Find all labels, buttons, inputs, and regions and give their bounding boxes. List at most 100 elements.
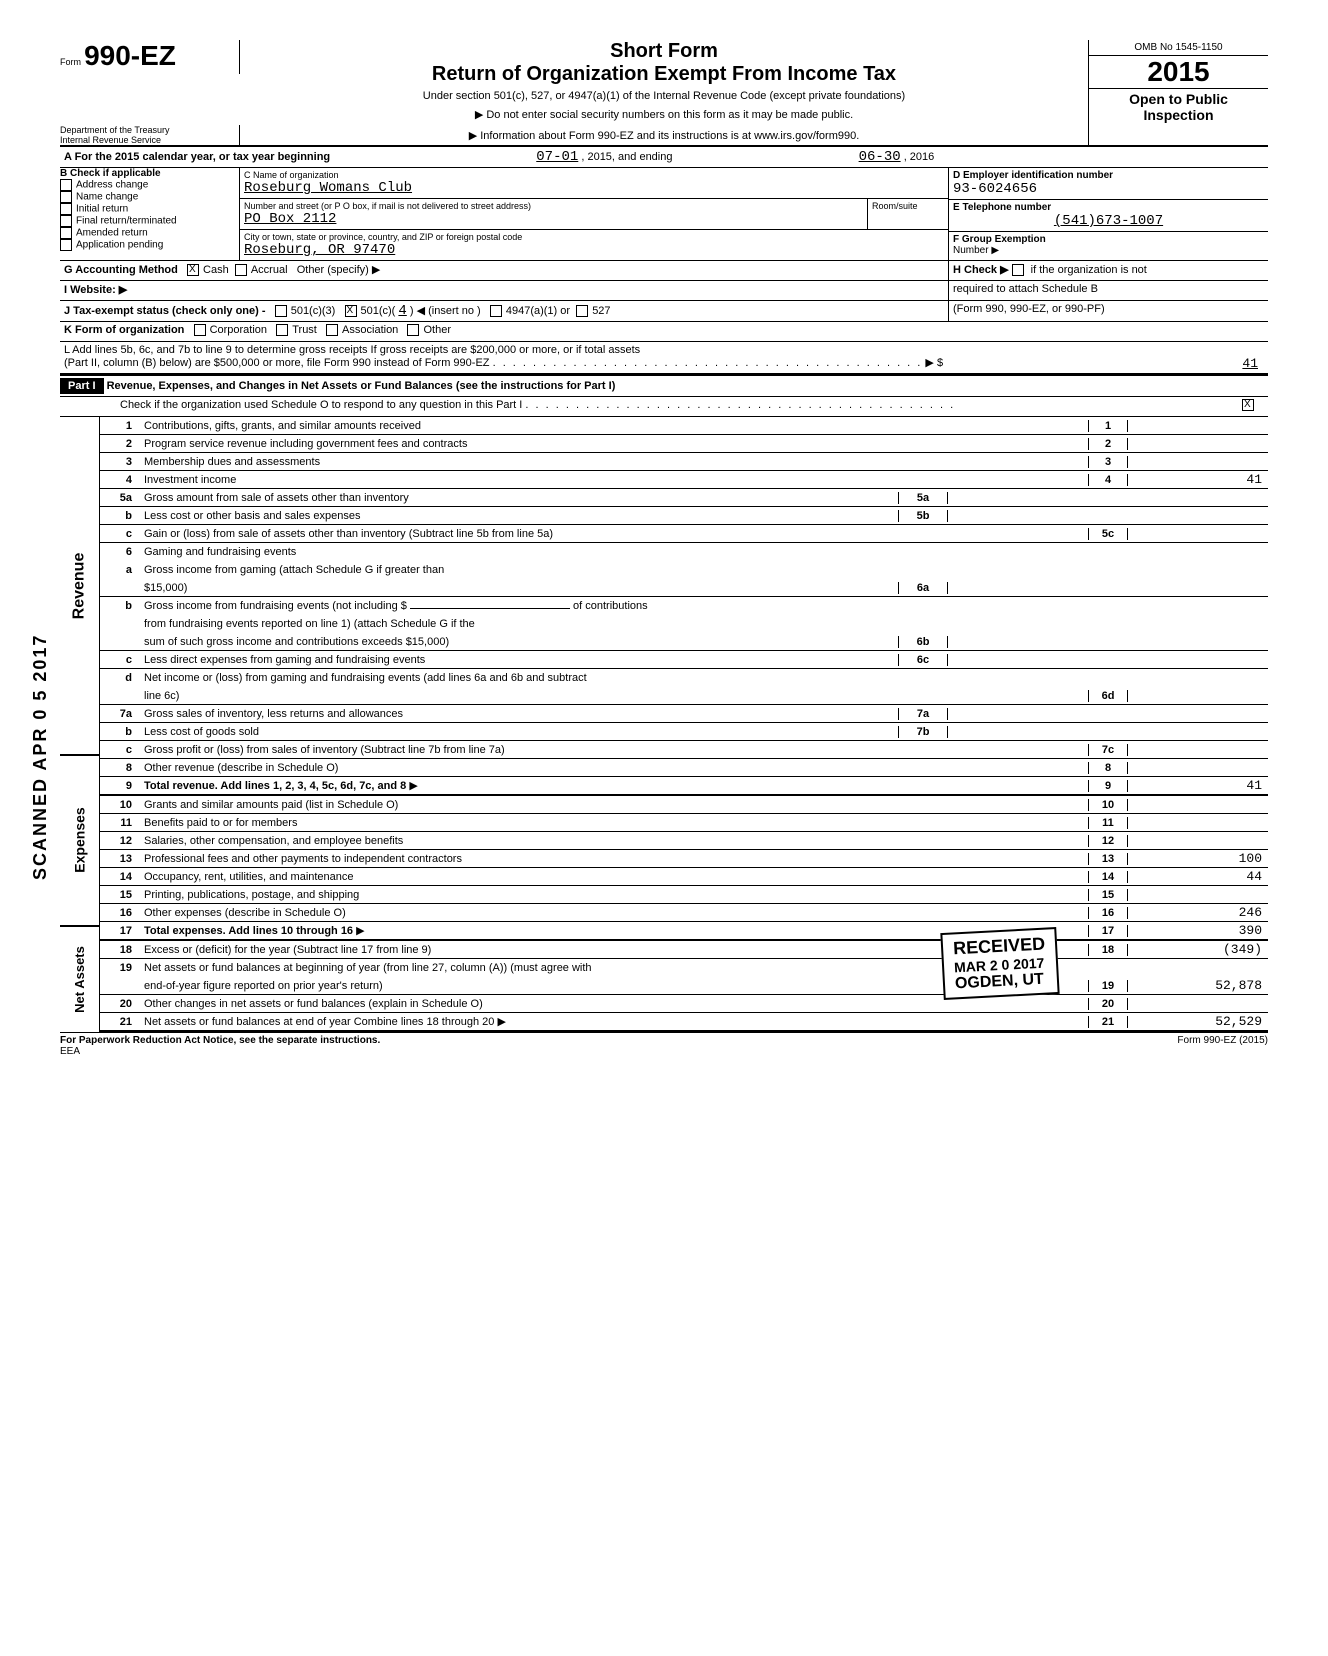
chk-application-pending[interactable] <box>60 239 72 251</box>
chk-final-return[interactable] <box>60 215 72 227</box>
title-arrow-1: Do not enter social security numbers on … <box>250 108 1078 121</box>
form-header: Form 990-EZ Short Form Return of Organiz… <box>60 40 1268 125</box>
k-content: K Form of organization Corporation Trust… <box>60 322 1268 341</box>
chk-527[interactable] <box>576 305 588 317</box>
form-number: 990-EZ <box>84 40 176 71</box>
chk-cash[interactable] <box>187 264 199 276</box>
ln6b-num: b <box>100 600 140 612</box>
chk-accrual[interactable] <box>235 264 247 276</box>
chk-schedule-o[interactable] <box>1242 399 1254 411</box>
chk-trust[interactable] <box>276 324 288 336</box>
line-6b-3: sum of such gross income and contributio… <box>100 633 1268 651</box>
open-public-2: Inspection <box>1143 107 1213 123</box>
ln18-desc: Excess or (deficit) for the year (Subtra… <box>144 944 431 956</box>
c-addr-label: Number and street (or P O box, if mail i… <box>244 201 863 211</box>
line-6a-2: $15,000) 6a <box>100 579 1268 597</box>
dept-row: Department of the Treasury Internal Reve… <box>60 125 1268 147</box>
ln6b-desc3: from fundraising events reported on line… <box>144 618 475 630</box>
title-short: Short Form <box>250 40 1078 63</box>
ln6b-sb: 6b <box>898 636 948 648</box>
ln5a-num: 5a <box>100 492 140 504</box>
h-txt3: (Form 990, 990-EZ, or 990-PF) <box>948 301 1268 321</box>
ln9-num: 9 <box>100 780 140 792</box>
received-stamp: RECEIVED MAR 2 0 2017 OGDEN, UT <box>940 927 1059 1000</box>
line-9: 9 Total revenue. Add lines 1, 2, 3, 4, 5… <box>100 777 1268 796</box>
line-20: 20 Other changes in net assets or fund b… <box>100 995 1268 1013</box>
a-label: A For the 2015 calendar year, or tax yea… <box>64 151 330 163</box>
chk-initial-return[interactable] <box>60 203 72 215</box>
footer-left: For Paperwork Reduction Act Notice, see … <box>60 1035 380 1046</box>
line-5b: b Less cost or other basis and sales exp… <box>100 507 1268 525</box>
line-1: 1 Contributions, gifts, grants, and simi… <box>100 417 1268 435</box>
j-o3: 4947(a)(1) or <box>506 305 570 317</box>
ln18-num: 18 <box>100 944 140 956</box>
ln13-num: 13 <box>100 853 140 865</box>
line-3: 3 Membership dues and assessments 3 <box>100 453 1268 471</box>
ln1-num: 1 <box>100 420 140 432</box>
ln13-desc: Professional fees and other payments to … <box>144 853 462 865</box>
ln11-desc: Benefits paid to or for members <box>144 817 297 829</box>
ln4-desc: Investment income <box>144 474 236 486</box>
chk-501c3[interactable] <box>275 305 287 317</box>
ln5c-num: c <box>100 528 140 540</box>
c-addr: PO Box 2112 <box>244 211 863 227</box>
line-6c: c Less direct expenses from gaming and f… <box>100 651 1268 669</box>
info-arrow: Information about Form 990-EZ and its in… <box>240 125 1088 145</box>
ln7a-sb: 7a <box>898 708 948 720</box>
opt-final-return: Final return/terminated <box>76 216 177 227</box>
ln19-desc: Net assets or fund balances at beginning… <box>144 962 592 974</box>
ln6a-sb: 6a <box>898 582 948 594</box>
ln12-num: 12 <box>100 835 140 847</box>
line-6a-1: a Gross income from gaming (attach Sched… <box>100 561 1268 579</box>
lines-container: 1 Contributions, gifts, grants, and simi… <box>100 417 1268 1032</box>
ln7b-sb: 7b <box>898 726 948 738</box>
ln6a-desc: Gross income from gaming (attach Schedul… <box>144 564 444 576</box>
line-5c: c Gain or (loss) from sale of assets oth… <box>100 525 1268 543</box>
chk-501c[interactable] <box>345 305 357 317</box>
chk-4947[interactable] <box>490 305 502 317</box>
col-c: C Name of organization Roseburg Womans C… <box>240 168 948 260</box>
ln15-desc: Printing, publications, postage, and shi… <box>144 889 359 901</box>
ln19-box: 19 <box>1088 980 1128 992</box>
ln6b-desc4: sum of such gross income and contributio… <box>144 636 449 648</box>
i-label: I Website: ▶ <box>64 284 127 296</box>
open-public-1: Open to Public <box>1129 91 1228 107</box>
line-14: 14 Occupancy, rent, utilities, and maint… <box>100 868 1268 886</box>
chk-address-change[interactable] <box>60 179 72 191</box>
l-val: 41 <box>1124 356 1264 371</box>
chk-other-org[interactable] <box>407 324 419 336</box>
chk-name-change[interactable] <box>60 191 72 203</box>
ln8-num: 8 <box>100 762 140 774</box>
chk-schedule-b[interactable] <box>1012 264 1024 276</box>
line-5a: 5a Gross amount from sale of assets othe… <box>100 489 1268 507</box>
bcdef-block: B Check if applicable Address change Nam… <box>60 168 1268 261</box>
ln4-num: 4 <box>100 474 140 486</box>
a-begin: 07-01 <box>536 149 578 165</box>
line-12: 12 Salaries, other compensation, and emp… <box>100 832 1268 850</box>
c-room-label: Room/suite <box>872 201 944 211</box>
row-j: J Tax-exempt status (check only one) - 5… <box>60 301 1268 322</box>
chk-amended-return[interactable] <box>60 227 72 239</box>
ln6-desc: Gaming and fundraising events <box>144 546 296 558</box>
chk-association[interactable] <box>326 324 338 336</box>
row-a: A For the 2015 calendar year, or tax yea… <box>60 147 1268 168</box>
form-page: Form 990-EZ Short Form Return of Organiz… <box>60 40 1268 1057</box>
ln2-num: 2 <box>100 438 140 450</box>
dept-right <box>1088 125 1268 145</box>
ln16-num: 16 <box>100 907 140 919</box>
chk-corporation[interactable] <box>194 324 206 336</box>
ln21-num: 21 <box>100 1016 140 1028</box>
ln11-box: 11 <box>1088 817 1128 829</box>
ln6-num: 6 <box>100 546 140 558</box>
main-table: Revenue Expenses Net Assets 1 Contributi… <box>60 417 1268 1032</box>
h-content: H Check ▶ if the organization is not <box>948 261 1268 280</box>
ln10-box: 10 <box>1088 799 1128 811</box>
form-title-box: Short Form Return of Organization Exempt… <box>240 40 1088 121</box>
line-7b: b Less cost of goods sold 7b <box>100 723 1268 741</box>
line-19-2: end-of-year figure reported on prior yea… <box>100 977 1268 995</box>
ln8-desc: Other revenue (describe in Schedule O) <box>144 762 338 774</box>
line-10: 10 Grants and similar amounts paid (list… <box>100 796 1268 814</box>
e-phone: (541)673-1007 <box>953 213 1264 229</box>
ln17-num: 17 <box>100 925 140 937</box>
part1-header: Part I Revenue, Expenses, and Changes in… <box>60 374 1268 397</box>
